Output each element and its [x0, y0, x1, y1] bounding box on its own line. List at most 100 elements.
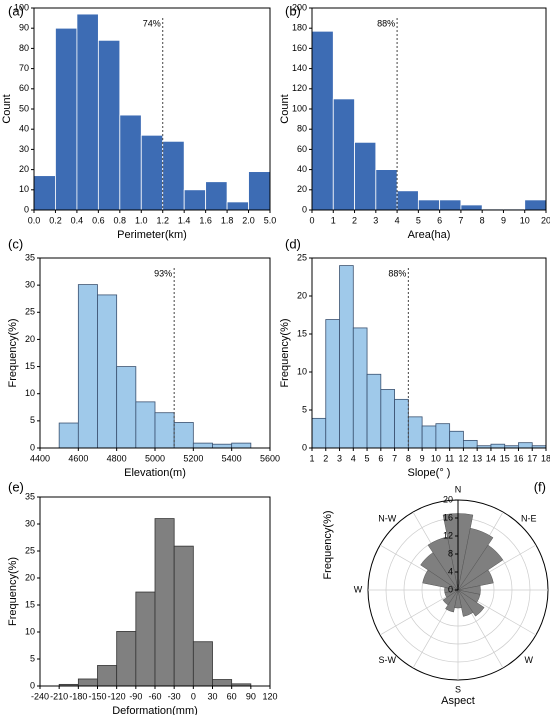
bar: [524, 199, 547, 211]
y-tick-label: 12: [443, 530, 453, 540]
y-tick-label: 15: [25, 361, 35, 371]
x-tick-label: 2.0: [242, 215, 255, 225]
petal: [457, 589, 485, 617]
y-tick-label: 70: [19, 63, 29, 73]
spoke: [379, 589, 459, 636]
bar: [248, 171, 271, 211]
x-tick-label: 8: [406, 453, 411, 463]
x-tick-label: -240: [31, 691, 49, 701]
x-tick-label: 17: [527, 453, 537, 463]
x-tick-label: 8: [480, 215, 485, 225]
bar: [173, 545, 194, 687]
bar: [55, 27, 78, 211]
bar: [375, 169, 398, 211]
bar: [396, 190, 419, 211]
x-tick-label: 16: [513, 453, 523, 463]
x-axis-label: Aspect: [441, 695, 475, 707]
x-tick-label: -90: [129, 691, 142, 701]
y-axis-label: Frequency(%): [279, 318, 291, 387]
bar: [97, 39, 121, 211]
petal: [457, 527, 494, 591]
y-tick-label: 40: [297, 164, 307, 174]
x-tick-label: 4400: [30, 453, 50, 463]
bar: [33, 175, 56, 211]
x-tick-label: 4600: [68, 453, 88, 463]
bar: [380, 389, 395, 449]
y-tick-label: 50: [19, 103, 29, 113]
bar: [226, 201, 249, 211]
bar: [490, 443, 506, 449]
petal: [457, 569, 494, 591]
y-tick-label: 16: [443, 512, 453, 522]
x-tick-label: 120: [262, 691, 277, 701]
panel-label: (d): [285, 236, 301, 251]
direction-label: S: [455, 684, 461, 694]
petal: [445, 589, 459, 613]
y-tick-label: 35: [25, 252, 35, 262]
bar: [435, 423, 451, 449]
bar: [460, 204, 483, 211]
bar: [332, 98, 355, 211]
y-tick-label: 15: [297, 328, 307, 338]
y-tick-label: 60: [297, 144, 307, 154]
x-tick-label: 3: [373, 215, 378, 225]
y-tick-label: 0: [30, 442, 35, 452]
x-tick-label: 0: [191, 691, 196, 701]
x-tick-label: 0.0: [28, 215, 41, 225]
bar: [135, 591, 156, 687]
x-tick-label: 0.8: [114, 215, 127, 225]
x-tick-label: 1.4: [178, 215, 191, 225]
y-tick-label: 90: [19, 23, 29, 33]
x-tick-label: 11: [445, 453, 454, 463]
x-axis-label: Deformation(mm): [112, 705, 198, 715]
y-tick-label: 5: [302, 404, 307, 414]
y-tick-label: 20: [297, 184, 307, 194]
x-tick-label: 12: [458, 453, 468, 463]
x-tick-label: 6: [378, 453, 383, 463]
x-tick-label: 1.0: [135, 215, 148, 225]
x-tick-label: 0.4: [71, 215, 84, 225]
bar: [339, 265, 354, 449]
y-tick-label: 40: [19, 124, 29, 134]
x-tick-label: -60: [148, 691, 161, 701]
y-tick-label: 10: [19, 184, 29, 194]
x-tick-label: -210: [50, 691, 68, 701]
bar: [116, 631, 137, 687]
bar: [192, 641, 213, 687]
petal: [457, 589, 474, 617]
x-tick-label: 5000: [145, 453, 165, 463]
bar: [439, 199, 462, 211]
bar: [463, 439, 478, 449]
bar: [417, 199, 441, 211]
x-tick-label: 1.2: [156, 215, 169, 225]
x-tick-label: 20: [541, 215, 550, 225]
y-tick-label: 4: [448, 566, 453, 576]
x-tick-label: 30: [207, 691, 217, 701]
bar: [231, 442, 252, 449]
direction-label: W: [354, 584, 363, 594]
bar: [205, 181, 228, 211]
x-tick-label: 5600: [260, 453, 280, 463]
x-tick-label: 3: [337, 453, 342, 463]
bar: [173, 422, 194, 449]
panel-label: (a): [8, 3, 24, 18]
bar: [325, 319, 340, 449]
bar: [97, 665, 118, 687]
x-tick-label: -150: [88, 691, 106, 701]
bar: [154, 518, 175, 687]
y-tick-label: 5: [30, 653, 35, 663]
x-tick-label: 13: [472, 453, 482, 463]
x-tick-label: 5200: [183, 453, 203, 463]
x-axis-label: Area(ha): [408, 229, 451, 241]
bar: [354, 141, 377, 211]
bar: [449, 430, 464, 449]
bar: [77, 678, 98, 687]
x-tick-label: 9: [501, 215, 506, 225]
y-tick-label: 0: [302, 442, 307, 452]
x-tick-label: 1: [331, 215, 336, 225]
x-tick-label: 6: [437, 215, 442, 225]
x-tick-label: 90: [246, 691, 256, 701]
y-tick-label: 120: [292, 83, 307, 93]
x-tick-label: 15: [500, 453, 510, 463]
x-tick-label: 2: [323, 453, 328, 463]
